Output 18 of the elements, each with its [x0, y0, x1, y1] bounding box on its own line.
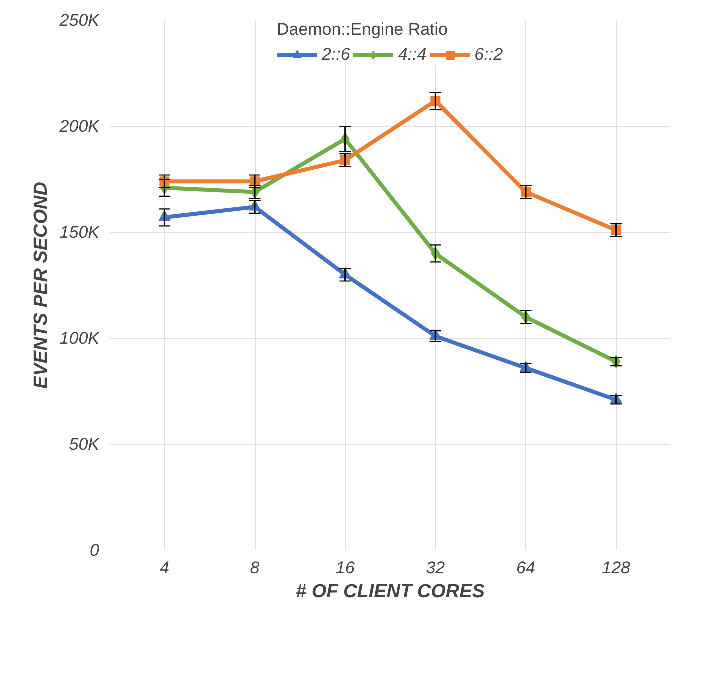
y-tick-label: 100K: [60, 329, 100, 348]
legend-label: 2::6: [322, 45, 350, 65]
y-tick-label: 0: [90, 541, 100, 560]
y-tick-label: 150K: [60, 223, 100, 242]
x-tick-label: 4: [160, 558, 170, 578]
x-tick-label: 32: [426, 558, 446, 578]
legend-label: 4::4: [398, 45, 427, 65]
x-tick-label: 16: [336, 558, 356, 578]
y-tick-label: 50K: [69, 435, 100, 454]
y-tick-label: 200K: [58, 117, 100, 136]
x-tick-label: 64: [516, 558, 536, 578]
y-tick-label: 250K: [58, 11, 100, 30]
legend-title: Daemon::Engine Ratio: [276, 20, 449, 40]
x-tick-label: 8: [250, 558, 260, 578]
y-axis-title: EVENTS PER SECOND: [30, 182, 52, 389]
legend-label: 6::2: [474, 45, 504, 65]
x-tick-label: 128: [602, 558, 632, 578]
x-axis-title: # OF CLIENT CORES: [296, 582, 486, 602]
